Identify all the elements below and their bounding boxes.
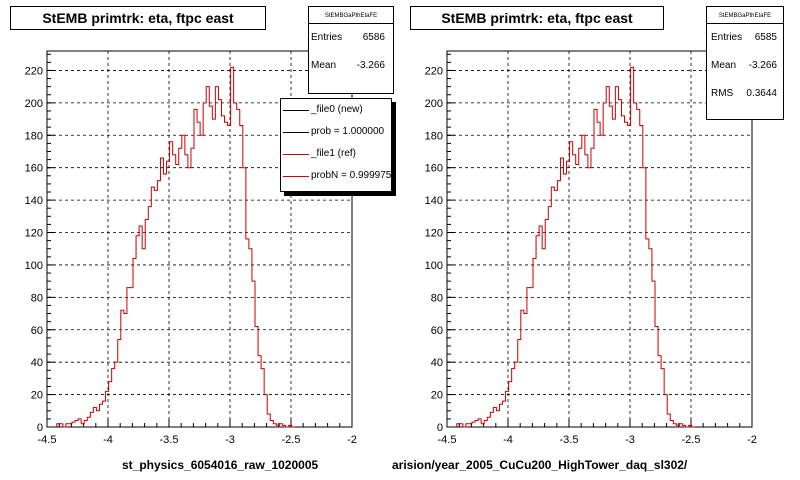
right-entries-value: 6585 [754, 32, 777, 43]
histogram-series [456, 66, 695, 428]
right-mean-label: Mean [711, 60, 737, 71]
y-tick-label: 180 [25, 130, 43, 142]
right-stats-header: StEMBGaPthEtaFE [707, 7, 783, 24]
right-stats-box: StEMBGaPthEtaFE Entries 6585 Mean -3.266 R… [706, 6, 784, 120]
left-mean-value: -3.266 [356, 60, 385, 71]
right-rms-label: RMS [711, 88, 734, 99]
right-plot-title: StEMB primtrk: eta, ftpc east [410, 6, 664, 30]
y-tick-label: 140 [25, 195, 43, 207]
y-tick-label: 40 [431, 357, 443, 369]
x-tick-label: -3.5 [160, 434, 179, 446]
x-tick-label: -4 [503, 434, 513, 446]
left-x-axis-title: st_physics_6054016_raw_1020005 [122, 458, 319, 472]
x-tick-label: -2 [747, 434, 757, 446]
legend-entry: prob = 1.000000 [281, 121, 391, 143]
y-tick-label: 20 [431, 390, 443, 402]
y-tick-label: 100 [425, 260, 443, 272]
left-stats-box: StEMBGaPthEtaFE Entries 6586 Mean -3.266 [308, 6, 394, 94]
plot-frame [446, 50, 753, 428]
y-tick-label: 20 [31, 390, 43, 402]
y-tick-label: 140 [425, 195, 443, 207]
right-plot: -4.5 -4 -3.5 -3 -2.5 -2 0 20 40 60 80 100 120 140 160 1… [425, 50, 757, 446]
left-legend: _file0 (new) prob = 1.000000 _file1 (ref… [280, 98, 392, 192]
x-tick-label: -4.5 [38, 434, 57, 446]
legend-entry: probN = 0.999975 [281, 165, 391, 187]
y-tick-label: 80 [431, 292, 443, 304]
y-tick-label: 0 [437, 422, 443, 434]
y-tick-label: 60 [31, 325, 43, 337]
legend-label: _file0 (new) [311, 104, 363, 115]
y-tick-label: 200 [25, 98, 43, 110]
right-mean-value: -3.266 [748, 60, 777, 71]
left-plot-title: StEMB primtrk: eta, ftpc east [10, 6, 266, 30]
legend-label: prob = 1.000000 [311, 126, 385, 137]
legend-label: probN = 0.999975 [311, 170, 392, 181]
y-tick-label: 80 [31, 292, 43, 304]
y-tick-label: 60 [431, 325, 443, 337]
x-tick-label: -2.5 [282, 434, 301, 446]
x-tick-label: -3 [625, 434, 635, 446]
y-tick-label: 40 [31, 357, 43, 369]
y-tick-label: 220 [25, 65, 43, 77]
y-tick-label: 120 [425, 228, 443, 240]
legend-entry: _file1 (ref) [281, 143, 391, 165]
x-tick-label: -2.5 [682, 434, 701, 446]
right-entries-label: Entries [711, 32, 743, 43]
y-tick-label: 200 [425, 98, 443, 110]
x-tick-label: -4 [103, 434, 113, 446]
x-tick-label: -3.5 [560, 434, 579, 446]
left-entries-label: Entries [311, 32, 343, 43]
y-tick-label: 0 [37, 422, 43, 434]
left-mean-label: Mean [311, 60, 337, 71]
y-tick-label: 220 [425, 65, 443, 77]
legend-label: _file1 (ref) [311, 148, 357, 159]
y-tick-label: 120 [25, 228, 43, 240]
x-tick-label: -4.5 [438, 434, 457, 446]
y-tick-label: 100 [25, 260, 43, 272]
y-tick-label: 180 [425, 130, 443, 142]
x-tick-label: -2 [347, 434, 357, 446]
y-tick-label: 160 [25, 163, 43, 175]
y-tick-label: 160 [425, 163, 443, 175]
left-stats-header: StEMBGaPthEtaFE [309, 7, 393, 24]
right-rms-value: 0.3644 [746, 88, 777, 99]
right-x-axis-title: arision/year_2005_CuCu200_HighTower_daq_… [392, 458, 688, 472]
histogram-series [56, 66, 295, 428]
x-tick-label: -3 [225, 434, 235, 446]
legend-entry: _file0 (new) [281, 99, 391, 121]
left-entries-value: 6586 [362, 32, 385, 43]
